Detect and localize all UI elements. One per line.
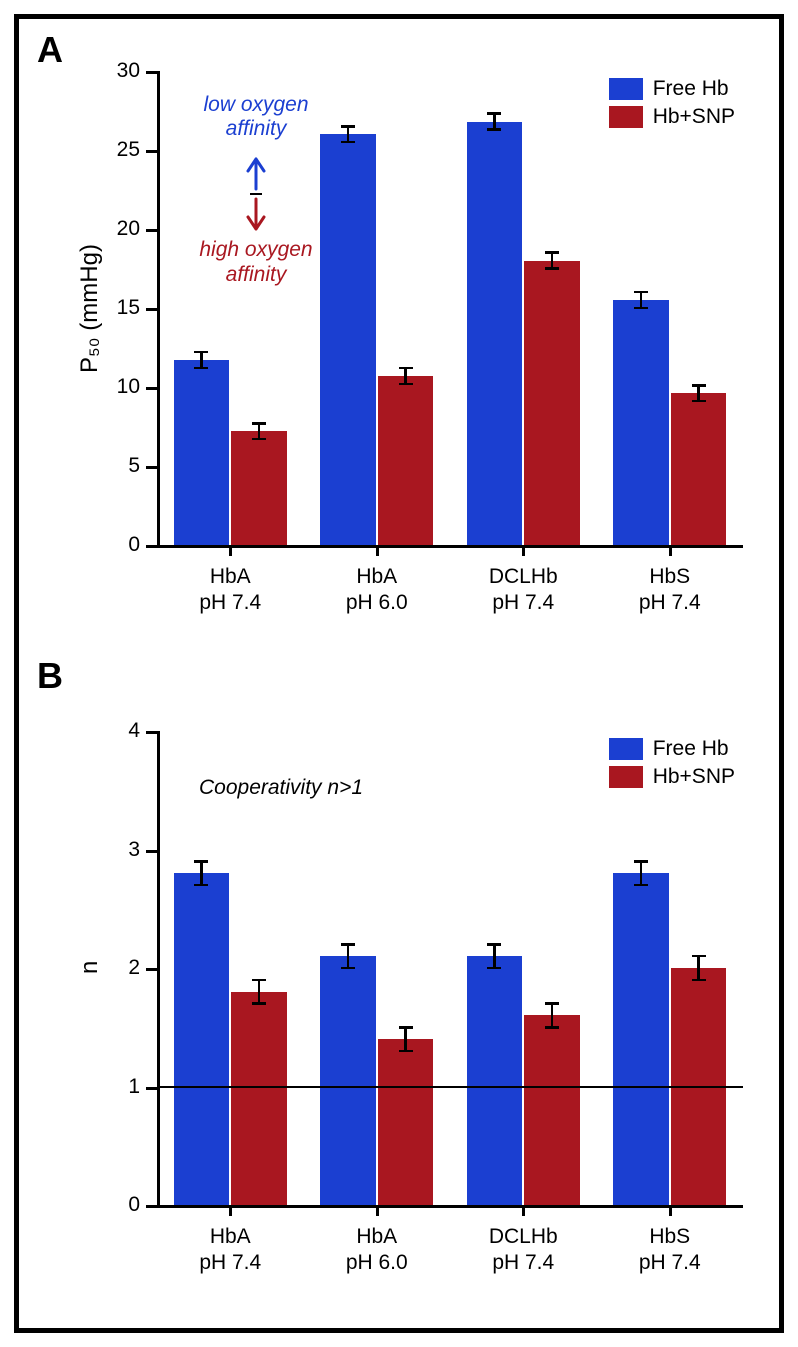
- error-cap: [341, 967, 355, 970]
- reference-line: [157, 1086, 743, 1088]
- legend-item: Free Hb: [609, 737, 735, 761]
- bar-snp: [378, 1039, 434, 1205]
- x-tick-label-line2: pH 7.4: [157, 1250, 304, 1276]
- y-tick: [146, 850, 157, 853]
- error-bar: [551, 1004, 554, 1028]
- x-tick: [669, 1205, 672, 1216]
- x-axis: [157, 1205, 743, 1208]
- x-tick-label-line1: DCLHb: [450, 1224, 597, 1250]
- legend-item: Hb+SNP: [609, 765, 735, 789]
- error-cap: [399, 1050, 413, 1053]
- x-tick-label-line1: HbS: [597, 1224, 744, 1250]
- error-bar: [493, 944, 496, 968]
- error-cap: [634, 860, 648, 863]
- y-tick-label: 0: [96, 1193, 140, 1217]
- annotation-cooperativity: Cooperativity n>1: [199, 776, 363, 800]
- x-tick-label-line2: pH 6.0: [304, 1250, 451, 1276]
- error-cap: [545, 1026, 559, 1029]
- error-cap: [692, 979, 706, 982]
- x-tick-label-line1: HbA: [157, 1224, 304, 1250]
- x-tick-label: HbApH 6.0: [304, 1224, 451, 1277]
- bar-free: [467, 956, 523, 1205]
- bar-free: [320, 956, 376, 1205]
- chart-b: 01234nHbApH 7.4HbApH 6.0DCLHbpH 7.4HbSpH…: [19, 19, 789, 1338]
- legend-swatch: [609, 738, 643, 760]
- error-cap: [692, 955, 706, 958]
- bar-free: [174, 873, 230, 1205]
- y-axis: [157, 731, 160, 1208]
- bar-free: [613, 873, 669, 1205]
- error-cap: [194, 884, 208, 887]
- error-bar: [640, 861, 643, 885]
- error-bar: [200, 861, 203, 885]
- error-cap: [341, 943, 355, 946]
- y-tick-label: 4: [96, 719, 140, 743]
- legend-label: Free Hb: [653, 737, 729, 761]
- x-tick-label: DCLHbpH 7.4: [450, 1224, 597, 1277]
- figure-frame: A 051015202530P₅₀ (mmHg)HbApH 7.4HbApH 6…: [14, 14, 784, 1333]
- x-tick-label-line2: pH 7.4: [597, 1250, 744, 1276]
- legend: Free Hb Hb+SNP: [609, 737, 735, 793]
- x-tick-label: HbApH 7.4: [157, 1224, 304, 1277]
- y-tick-label: 1: [96, 1075, 140, 1099]
- error-cap: [634, 884, 648, 887]
- error-bar: [697, 956, 700, 980]
- x-tick: [522, 1205, 525, 1216]
- y-tick-label: 3: [96, 838, 140, 862]
- y-axis-title: n: [76, 961, 104, 974]
- y-tick: [146, 731, 157, 734]
- x-tick-label-line1: HbA: [304, 1224, 451, 1250]
- error-cap: [252, 979, 266, 982]
- bar-snp: [524, 1015, 580, 1205]
- x-tick-label: HbSpH 7.4: [597, 1224, 744, 1277]
- error-cap: [399, 1026, 413, 1029]
- y-tick: [146, 968, 157, 971]
- error-bar: [404, 1027, 407, 1051]
- error-cap: [252, 1002, 266, 1005]
- error-cap: [487, 943, 501, 946]
- error-cap: [194, 860, 208, 863]
- legend-swatch: [609, 766, 643, 788]
- y-tick: [146, 1087, 157, 1090]
- legend-label: Hb+SNP: [653, 765, 735, 789]
- error-cap: [545, 1002, 559, 1005]
- bar-snp: [231, 992, 287, 1205]
- y-tick: [146, 1205, 157, 1208]
- error-bar: [258, 980, 261, 1004]
- x-tick: [229, 1205, 232, 1216]
- error-bar: [347, 944, 350, 968]
- error-cap: [487, 967, 501, 970]
- x-tick: [376, 1205, 379, 1216]
- x-tick-label-line2: pH 7.4: [450, 1250, 597, 1276]
